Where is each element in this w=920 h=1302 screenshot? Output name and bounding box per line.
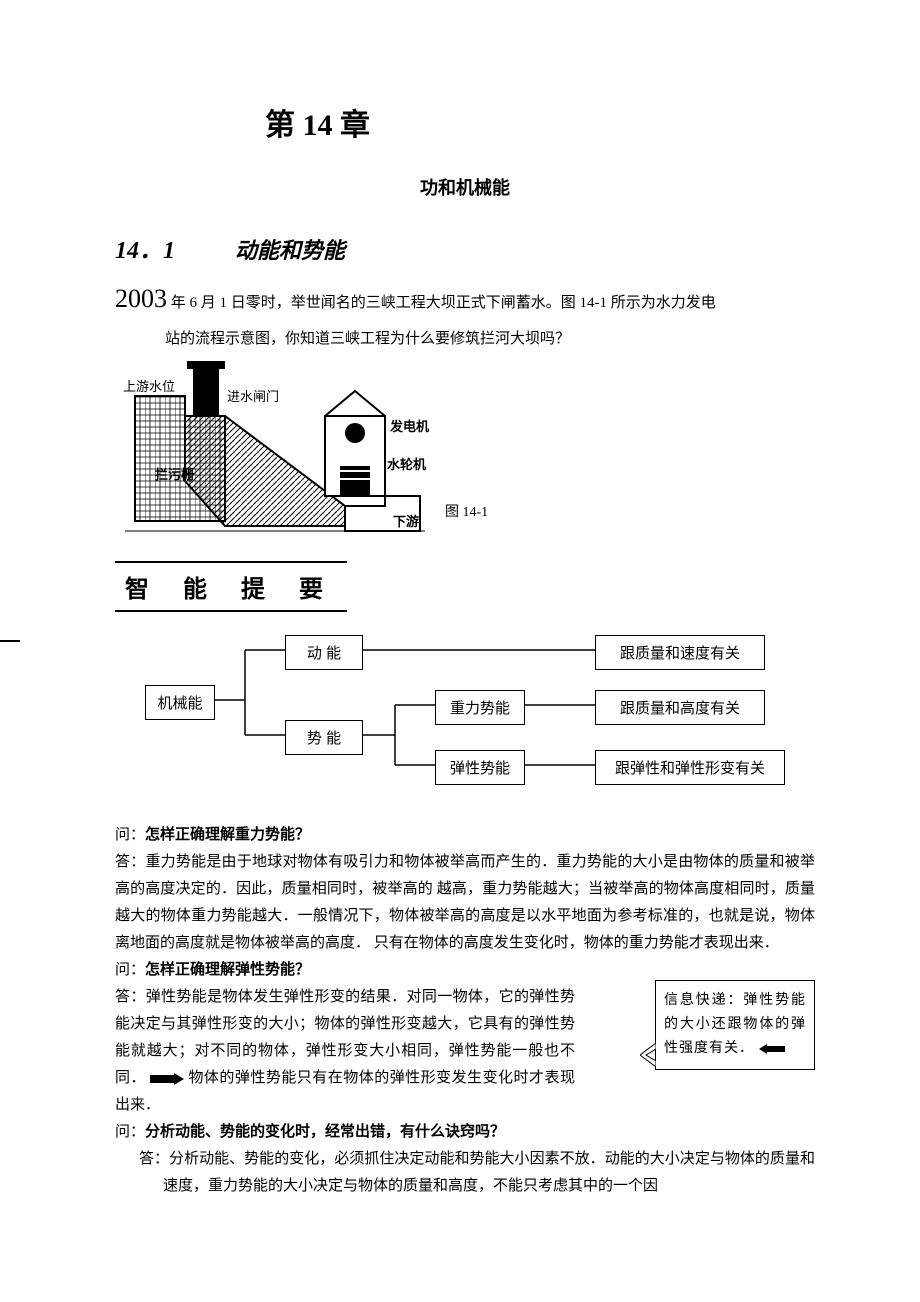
arrow-right-icon	[150, 1073, 184, 1085]
node-mechanical-energy: 机械能	[145, 685, 215, 720]
node-gravitational: 重力势能	[435, 690, 525, 725]
q-label: 问：	[115, 1124, 145, 1140]
node-kinetic-relation: 跟质量和速度有关	[595, 635, 765, 670]
q-label: 问：	[115, 962, 145, 978]
node-potential: 势 能	[285, 720, 363, 755]
label-turbine: 水轮机	[387, 457, 426, 472]
qa-block-1: 问：怎样正确理解重力势能？	[115, 822, 815, 849]
figure-14-1: 上游水位 进水闸门 拦污栅 发电机 水轮机 下游 图 14-1	[115, 361, 815, 541]
node-kinetic: 动 能	[285, 635, 363, 670]
answer-3: 答：分析动能、势能的变化，必须抓住决定动能和势能大小因素不放．动能的大小决定与物…	[115, 1146, 815, 1200]
node-grav-relation: 跟质量和高度有关	[595, 690, 765, 725]
section-name: 动能和势能	[235, 238, 345, 263]
label-trash-rack: 拦污栅	[155, 467, 194, 482]
qa-block-3: 问：分析动能、势能的变化时，经常出错，有什么诀窍吗？	[115, 1119, 815, 1146]
sidebox-pointer-icon	[640, 1043, 656, 1067]
a-label: 答：	[115, 989, 146, 1005]
intro-line2: 站的流程示意图，你知道三峡工程为什么要修筑拦河大坝吗？	[115, 325, 815, 353]
question-1: 怎样正确理解重力势能？	[145, 827, 310, 843]
answer-3-text: 分析动能、势能的变化，必须抓住决定动能和势能大小因素不放．动能的大小决定与物体的…	[163, 1151, 815, 1194]
arrow-left-icon	[759, 1044, 785, 1054]
sidebox-text: 信息快递：弹性势能的大小还跟物体的弹性强度有关．	[664, 993, 806, 1056]
intro-year: 2003	[115, 284, 167, 313]
answer-1-text: 重力势能是由于地球对物体有吸引力和物体被举高而产生的．重力势能的大小是由物体的质…	[115, 854, 815, 951]
label-generator: 发电机	[389, 419, 429, 434]
label-intake-gate: 进水闸门	[227, 389, 279, 404]
a-label: 答：	[115, 854, 145, 870]
hydropower-diagram: 上游水位 进水闸门 拦污栅 发电机 水轮机 下游	[115, 361, 435, 541]
answer-2: 答：弹性势能是物体发生弹性形变的结果．对同一物体，它的弹性势能决定与其弹性形变的…	[115, 984, 575, 1119]
section-title: 14．1 动能和势能	[115, 230, 815, 265]
node-elastic: 弹性势能	[435, 750, 525, 785]
q-label: 问：	[115, 827, 145, 843]
info-sidebox: 信息快递：弹性势能的大小还跟物体的弹性强度有关．	[655, 980, 815, 1070]
concept-tree: 机械能 动 能 势 能 重力势能 弹性势能 跟质量和速度有关 跟质量和高度有关 …	[135, 630, 815, 800]
intro-line1: 年 6 月 1 日零时，举世闻名的三峡工程大坝正式下闸蓄水。图 14-1 所示为…	[167, 295, 716, 311]
page-edge-mark	[0, 640, 20, 642]
answer-2-part2: 物体的弹性势能只有在物体的弹性形变发生变化时才表现出来．	[115, 1070, 575, 1113]
summary-heading: 智 能 提 要	[115, 561, 347, 612]
node-elastic-relation: 跟弹性和弹性形变有关	[595, 750, 785, 785]
figure-caption: 图 14-1	[445, 501, 488, 541]
chapter-title: 第 14 章	[265, 100, 815, 144]
answer-1: 答：重力势能是由于地球对物体有吸引力和物体被举高而产生的．重力势能的大小是由物体…	[115, 849, 815, 957]
a-label: 答：	[139, 1151, 169, 1167]
label-upper-level: 上游水位	[123, 379, 175, 394]
label-downstream: 下游	[393, 514, 419, 529]
intro-paragraph: 2003 年 6 月 1 日零时，举世闻名的三峡工程大坝正式下闸蓄水。图 14-…	[115, 285, 815, 317]
chapter-subtitle: 功和机械能	[115, 174, 815, 200]
question-2: 怎样正确理解弹性势能？	[145, 962, 310, 978]
section-number: 14．1	[115, 238, 175, 264]
question-3: 分析动能、势能的变化时，经常出错，有什么诀窍吗？	[145, 1124, 505, 1140]
